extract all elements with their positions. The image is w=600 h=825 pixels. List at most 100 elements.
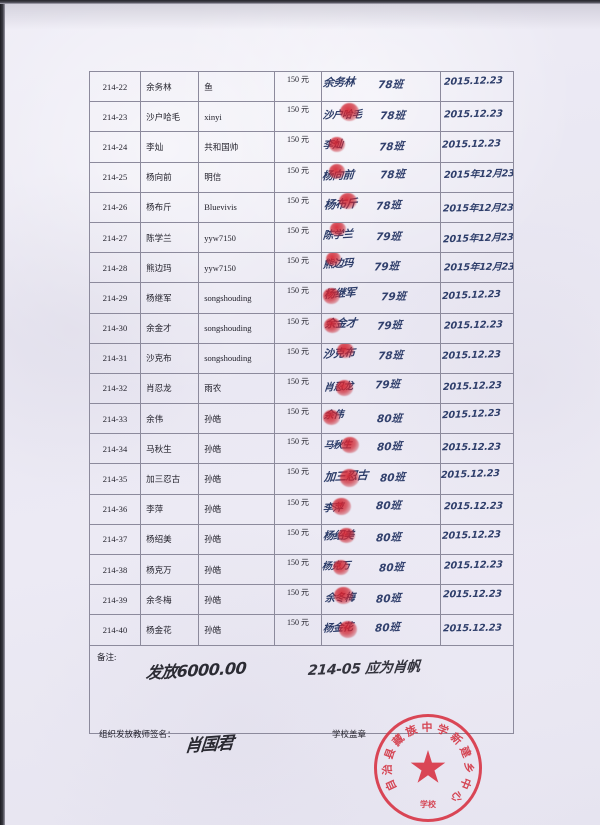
cell-handwritten-signature: 加三忍古 80班 xyxy=(320,463,441,495)
red-fingerprint-stamp xyxy=(339,103,359,121)
handwritten-class: 79班 xyxy=(376,318,403,333)
remarks-handwritten-correction: 214-05 应为肖帆 xyxy=(307,658,421,679)
red-fingerprint-stamp xyxy=(329,137,345,152)
handwritten-name: 余冬梅 xyxy=(324,591,355,605)
seal-bottom-text: 学校 xyxy=(420,800,436,809)
cell-record-id: 214-26 xyxy=(88,191,142,223)
cell-recipient-name: 熊边玛 xyxy=(140,252,200,284)
cell-handwritten-signature: 沙户哈毛 78班 xyxy=(320,101,441,133)
cell-handwritten-date: 2015.12.23 xyxy=(439,493,515,525)
cell-handwritten-date: 2015.12.23 xyxy=(439,101,515,133)
cell-handwritten-signature: 余冬梅 80班 xyxy=(320,584,441,616)
cell-handwritten-date: 2015.12.23 xyxy=(439,553,515,586)
handwritten-class: 80班 xyxy=(375,530,402,545)
table-row: 214-25 杨向前 明信 150 元杨向前 78班 2015年12月23日 xyxy=(88,161,515,193)
table-row: 214-23 沙户哈毛 xinyi 150 元沙户哈毛 78班 2015.12.23 xyxy=(88,101,515,133)
cell-handwritten-date: 2015.12.23 xyxy=(439,342,515,374)
amount-text: 150 元 xyxy=(286,588,309,598)
cell-record-id: 214-29 xyxy=(88,282,142,314)
table-row: 214-36 李萍 孙皓 150 元李萍 80班 2015.12.23 xyxy=(88,493,515,525)
cell-amount: 150 元 xyxy=(274,70,322,103)
cell-amount: 150 元 xyxy=(274,131,322,163)
red-fingerprint-stamp xyxy=(322,287,341,305)
red-fingerprint-stamp xyxy=(325,253,342,267)
cell-recipient-name: 加三忍古 xyxy=(140,463,200,495)
footer-area: 组织发放教师签名： 肖国君 学校盖章 xyxy=(89,726,514,786)
cell-account: songshouding xyxy=(198,312,276,344)
handwritten-class: 78班 xyxy=(379,109,405,123)
cell-record-id: 214-34 xyxy=(88,433,142,465)
red-fingerprint-stamp xyxy=(338,527,355,544)
cell-record-id: 214-33 xyxy=(88,403,142,435)
teacher-handwritten-signature: 肖国君 xyxy=(183,733,234,757)
table-row: 214-34 马秋生 孙皓 150 元马秋生 80班 2015.12.23 xyxy=(88,433,515,465)
cell-record-id: 214-31 xyxy=(88,342,142,374)
table-row: 214-32 肖忍龙 雨农 150 元肖忍龙 79班 2015.12.23 xyxy=(88,372,515,405)
handwritten-class: 78班 xyxy=(377,349,404,363)
handwritten-class: 80班 xyxy=(376,440,403,454)
handwritten-name: 杨继军 xyxy=(323,286,356,302)
amount-text: 150 元 xyxy=(286,195,309,205)
cell-recipient-name: 陈学兰 xyxy=(140,221,200,254)
cell-account: 孙皓 xyxy=(198,523,276,556)
amount-text: 150 元 xyxy=(286,407,309,417)
handwritten-class: 80班 xyxy=(376,592,402,607)
cell-handwritten-date: 2015年12月23日 xyxy=(439,221,515,254)
cell-record-id: 214-40 xyxy=(88,614,142,646)
remarks-cell: 备注: 发放6000.00 214-05 应为肖帆 xyxy=(89,644,514,734)
table-row: 214-22 余务林鱼 150 元余务林 78班 2015.12.23 xyxy=(88,70,515,103)
cell-account: 孙皓 xyxy=(198,403,276,435)
table-row: 214-28 熊边玛 yyw7150 150 元熊边玛 79班 2015年12月23日 xyxy=(88,252,515,284)
cell-amount: 150 元 xyxy=(274,282,322,314)
cell-account: 孙皓 xyxy=(198,614,276,646)
cell-account: 孙皓 xyxy=(198,463,276,495)
cell-recipient-name: 李灿 xyxy=(140,131,200,163)
red-fingerprint-stamp xyxy=(323,409,340,425)
handwritten-name: 沙户哈毛 xyxy=(321,109,362,122)
handwritten-name: 李灿 xyxy=(322,138,343,152)
red-fingerprint-stamp xyxy=(330,223,346,236)
amount-text: 150 元 xyxy=(286,467,309,477)
remarks-label: 备注: xyxy=(97,651,117,662)
cell-handwritten-date: 2015.12.23 xyxy=(439,614,515,646)
handwritten-class: 78班 xyxy=(377,78,403,91)
handwritten-date: 2015.12.23 xyxy=(442,138,502,151)
cell-recipient-name: 肖忍龙 xyxy=(140,372,200,405)
cell-handwritten-date: 2015.12.23 xyxy=(439,584,515,616)
cell-account: yyw7150 xyxy=(198,252,276,284)
handwritten-name: 余伟 xyxy=(323,410,344,422)
cell-account: xinyi xyxy=(198,101,276,133)
handwritten-name: 马秋生 xyxy=(323,439,352,452)
cell-recipient-name: 余冬梅 xyxy=(140,584,200,616)
cell-recipient-name: 杨金花 xyxy=(140,614,200,646)
handwritten-class: 80班 xyxy=(374,620,400,635)
cell-account: 鱼 xyxy=(198,70,276,103)
amount-text: 150 元 xyxy=(286,618,309,628)
cell-amount: 150 元 xyxy=(274,403,322,435)
cell-handwritten-date: 2015.12.23 xyxy=(439,312,515,344)
cell-record-id: 214-32 xyxy=(88,372,142,405)
amount-text: 150 元 xyxy=(286,376,309,386)
cell-recipient-name: 杨绍美 xyxy=(140,523,200,556)
cell-amount: 150 元 xyxy=(274,553,322,586)
cell-recipient-name: 李萍 xyxy=(140,493,200,525)
handwritten-class: 80班 xyxy=(379,471,406,485)
amount-text: 150 元 xyxy=(286,497,309,507)
cell-amount: 150 元 xyxy=(274,221,322,254)
cell-record-id: 214-30 xyxy=(88,312,142,344)
cell-record-id: 214-39 xyxy=(88,584,142,616)
table-row: 214-35 加三忍古 孙皓 150 元加三忍古 80班 2015.12.23 xyxy=(88,463,515,495)
amount-text: 150 元 xyxy=(286,316,309,326)
cell-recipient-name: 沙户哈毛 xyxy=(140,101,200,133)
cell-amount: 150 元 xyxy=(274,463,322,495)
handwritten-date: 2015.12.23 xyxy=(442,408,502,422)
handwritten-class: 79班 xyxy=(373,260,400,274)
red-fingerprint-stamp xyxy=(339,469,360,488)
cell-amount: 150 元 xyxy=(274,493,322,525)
cell-account: songshouding xyxy=(198,282,276,314)
handwritten-name: 加三忍古 xyxy=(323,468,369,485)
cell-handwritten-signature: 杨绍美 80班 xyxy=(320,523,441,556)
table-row: 214-27 陈学兰 yyw7150 150 元陈学兰 79班 2015年12月23日 xyxy=(88,221,515,254)
handwritten-name: 杨布斤 xyxy=(323,195,358,212)
